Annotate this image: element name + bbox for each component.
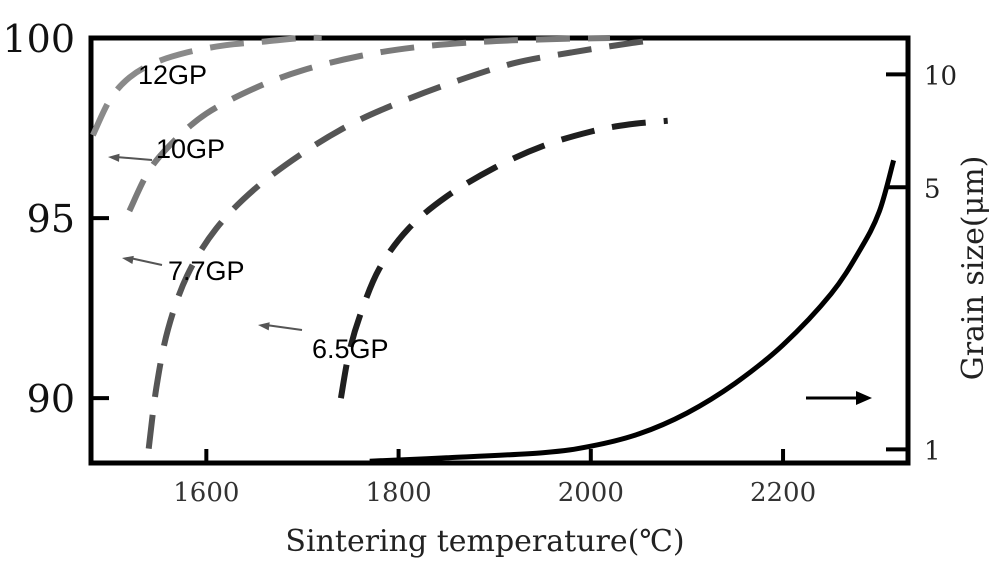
y-right-tick-label-1: 1 (924, 436, 941, 466)
annotation-arrowhead-7-7gp (122, 255, 134, 264)
x-tick-label-2000: 2000 (558, 478, 624, 508)
annotation-arrow-10gp (115, 156, 153, 161)
annotation-arrowhead-10gp (108, 153, 120, 162)
right-axis-label: Grain size(μm) (956, 156, 991, 381)
label-layer: 1600 1800 2000 2200 90 95 100 1 5 10 12GP 10GP 7.7GP… (2, 17, 957, 508)
y-left-tick-label-90: 90 (27, 377, 75, 421)
x-tick-label-2200: 2200 (750, 478, 816, 508)
series-line-grain-size (369, 159, 897, 464)
annotation-arrow-7-7gp (129, 257, 163, 266)
series-line-6-5gp (337, 117, 668, 399)
series-line-10gp (126, 35, 611, 213)
grain-size-axis-arrowhead (856, 391, 872, 405)
annotation-label-10gp: 10GP (156, 134, 225, 164)
x-tick-label-1800: 1800 (365, 478, 431, 508)
annotation-label-12gp: 12GP (138, 60, 207, 90)
y-left-tick-label-95: 95 (27, 197, 75, 241)
y-left-tick-label-100: 100 (2, 17, 75, 61)
series-line-7-7gp (145, 36, 659, 449)
annotation-arrowhead-6-5gp (258, 322, 270, 331)
y-right-tick-label-10: 10 (924, 61, 957, 91)
x-tick-label-1600: 1600 (173, 478, 239, 508)
series-layer (90, 34, 897, 464)
y-right-tick-label-5: 5 (924, 174, 941, 204)
annotation-label-6-5gp: 6.5GP (312, 334, 389, 364)
annotation-label-7-7gp: 7.7GP (168, 256, 245, 286)
annotation-arrow-6-5gp (265, 324, 303, 331)
series-line-12gp (90, 34, 322, 137)
x-axis-label: Sintering temperature(℃) (285, 524, 684, 559)
